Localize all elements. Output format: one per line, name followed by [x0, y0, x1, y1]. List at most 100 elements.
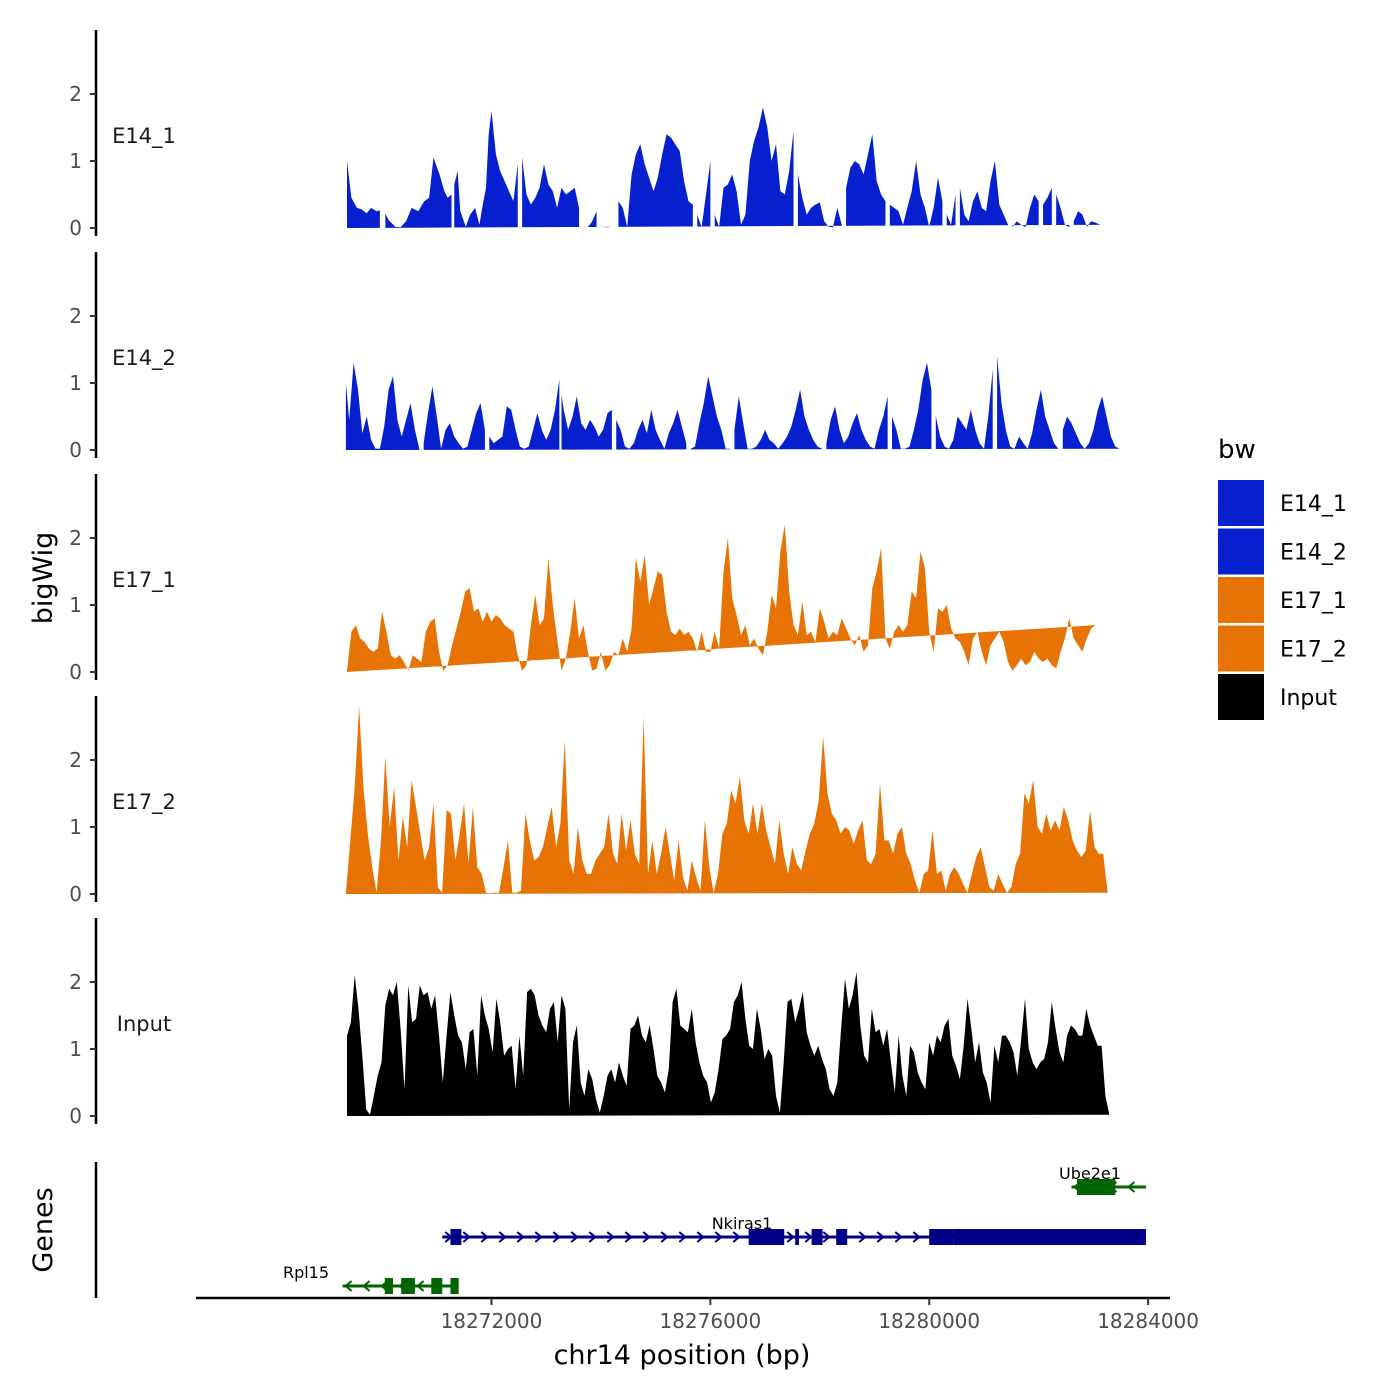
strand-chevron [362, 1280, 371, 1292]
strand-chevron [912, 1231, 921, 1243]
track-E14_2: 0 1 2 E14_2 [69, 252, 1120, 462]
coverage-area-Input [347, 972, 1110, 1116]
gene-exon [450, 1229, 462, 1245]
strand-chevron [894, 1231, 903, 1243]
coverage-tracks: 0 1 2 E14_1 0 1 2 E14_2 0 1 2 E17_1 0 1 2 E17_2 0 1 2 Input [69, 30, 1140, 1128]
y-axis-title: bigWig [28, 532, 59, 625]
coverage-gap [841, 30, 847, 229]
strand-chevron [858, 1231, 867, 1243]
y-tick-label: 2 [69, 304, 82, 328]
strand-chevron [552, 1231, 561, 1243]
legend-item-E17_2: E17_2 [1218, 625, 1347, 672]
track-label: E17_1 [112, 568, 176, 593]
coverage-gap [992, 252, 998, 451]
legend-swatch [1218, 674, 1264, 720]
gene-exon [836, 1229, 848, 1245]
genes-axis-title: Genes [28, 1187, 59, 1272]
legend-label: E14_1 [1280, 492, 1347, 517]
strand-chevron [570, 1231, 579, 1243]
coverage-gap [419, 252, 424, 451]
strand-chevron [416, 1280, 425, 1292]
track-label: E14_2 [112, 346, 176, 371]
coverage-gap [692, 30, 698, 229]
y-tick-label: 0 [69, 438, 82, 462]
strand-chevron [822, 1231, 831, 1243]
strand-chevron [714, 1231, 723, 1243]
track-E17_1: 0 1 2 E17_1 [69, 474, 1096, 684]
coverage-gap [611, 252, 617, 451]
coverage-gap [730, 252, 735, 451]
coverage-gap [609, 30, 619, 229]
coverage-gap [821, 252, 827, 451]
coverage-gap [1058, 252, 1063, 451]
coverage-gap [579, 30, 584, 229]
gene-Rpl15: Rpl15 [283, 1263, 459, 1294]
y-tick-label: 1 [69, 149, 82, 173]
coverage-gap [686, 252, 691, 451]
genes-panel: Ube2e1 Nkiras1 Rpl15 [94, 1162, 1146, 1298]
legend-swatch [1218, 528, 1264, 575]
strand-chevron [344, 1280, 353, 1292]
coverage-gap [955, 30, 960, 229]
coverage-gap [1038, 30, 1044, 229]
y-tick-label: 0 [69, 882, 82, 906]
gene-exon [401, 1278, 415, 1294]
coverage-area-E17_2 [345, 706, 1108, 894]
coverage-area-E14_2 [345, 356, 1120, 450]
gene-name-label: Rpl15 [283, 1263, 329, 1282]
gene-exon [795, 1229, 800, 1245]
gene-name-label: Ube2e1 [1059, 1164, 1121, 1183]
coverage-gap [793, 30, 798, 229]
y-tick-label: 1 [69, 371, 82, 395]
strand-chevron [624, 1231, 633, 1243]
track-label: E14_1 [112, 124, 176, 149]
coverage-area-E14_1 [347, 107, 1100, 228]
track-E14_1: 0 1 2 E14_1 [69, 30, 1140, 240]
y-tick-label: 2 [69, 970, 82, 994]
gene-exon [953, 1229, 1146, 1245]
coverage-gap [1051, 30, 1057, 229]
legend-item-E14_1: E14_1 [1218, 480, 1347, 526]
coverage-gap [451, 30, 455, 229]
gene-Nkiras1: Nkiras1 [442, 1214, 1146, 1245]
strand-chevron [1126, 1181, 1136, 1193]
strand-chevron [642, 1231, 651, 1243]
gene-exon [450, 1278, 459, 1294]
legend-swatch [1218, 625, 1264, 672]
y-tick-label: 2 [69, 526, 82, 550]
coverage-gap [931, 252, 936, 451]
strand-chevron [606, 1231, 615, 1243]
coverage-gap [1134, 30, 1140, 229]
coverage-gap [885, 30, 890, 229]
strand-chevron [516, 1231, 525, 1243]
legend-title: bw [1218, 435, 1256, 465]
x-tick-label: 18284000 [1097, 1309, 1199, 1333]
legend-label: E14_2 [1280, 541, 1347, 566]
track-label: Input [117, 1012, 171, 1036]
strand-chevron [804, 1231, 813, 1243]
x-tick-label: 18276000 [659, 1309, 761, 1333]
gene-Ube2e1: Ube2e1 [1059, 1164, 1146, 1195]
y-tick-label: 2 [69, 82, 82, 106]
gene-name-label: Nkiras1 [712, 1214, 773, 1233]
y-tick-label: 0 [69, 1104, 82, 1128]
legend-swatch [1218, 577, 1264, 623]
x-tick-label: 18280000 [878, 1309, 980, 1333]
gene-exon [431, 1278, 443, 1294]
legend-item-E17_1: E17_1 [1218, 577, 1347, 623]
track-E17_2: 0 1 2 E17_2 [69, 696, 1108, 906]
y-tick-label: 1 [69, 1037, 82, 1061]
strand-chevron [732, 1231, 741, 1243]
strand-chevron [876, 1231, 885, 1243]
gene-exon [1076, 1179, 1116, 1195]
track-label: E17_2 [112, 790, 176, 815]
x-axis: 18272000 18276000 18280000 18284000 [196, 1296, 1199, 1333]
strand-chevron [786, 1231, 795, 1243]
coverage-gap [942, 30, 947, 229]
track-Input: 0 1 2 Input [69, 918, 1110, 1128]
coverage-gap [887, 252, 893, 451]
gene-exon [811, 1229, 823, 1245]
coverage-gap [596, 30, 601, 229]
y-tick-label: 0 [69, 660, 82, 684]
coverage-gap [517, 30, 523, 229]
